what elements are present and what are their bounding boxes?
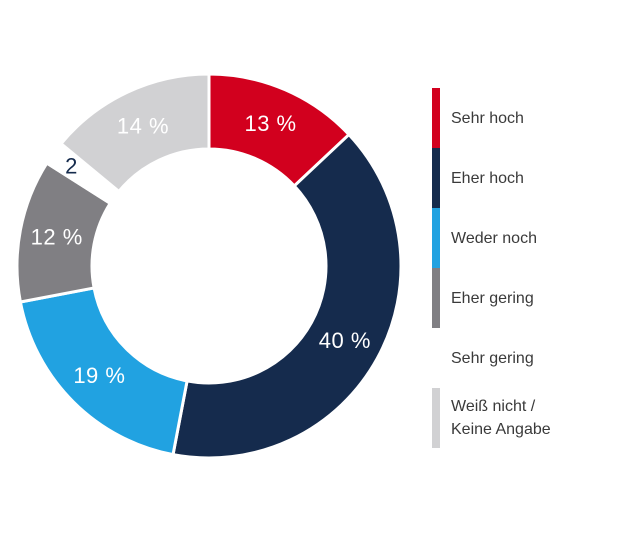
segment-value-label-1: 40 % bbox=[319, 328, 371, 353]
legend-swatch-eher-gering bbox=[432, 268, 440, 328]
legend-swatch-wei-nicht-keine-angabe bbox=[432, 388, 440, 448]
legend-label-sehr-gering: Sehr gering bbox=[451, 328, 534, 388]
donut-segment-wei-nicht-keine-angabe bbox=[58, 72, 211, 194]
legend-swatch-sehr-gering bbox=[432, 328, 440, 388]
legend-label-eher-gering: Eher gering bbox=[451, 268, 534, 328]
legend-label-line: Sehr gering bbox=[451, 349, 534, 367]
legend-label-line: Eher gering bbox=[451, 289, 534, 307]
segment-value-label-5: 14 % bbox=[117, 113, 169, 138]
segment-value-label-0: 13 % bbox=[244, 111, 296, 136]
donut-segment-eher-hoch bbox=[171, 132, 403, 460]
legend-label-line: Weder noch bbox=[451, 229, 537, 247]
legend-label-line: Keine Angabe bbox=[451, 421, 551, 438]
legend-label-line: Weiß nicht / bbox=[451, 398, 536, 415]
legend-label-line: Eher hoch bbox=[451, 169, 524, 187]
legend-swatch-eher-hoch bbox=[432, 148, 440, 208]
legend-label-eher-hoch: Eher hoch bbox=[451, 148, 524, 208]
legend-label-sehr-hoch: Sehr hoch bbox=[451, 88, 524, 148]
legend-swatch-sehr-hoch bbox=[432, 88, 440, 148]
segment-value-label-3: 12 % bbox=[31, 224, 83, 249]
segment-value-label-2: 19 % bbox=[73, 363, 125, 388]
legend-label-wei-nicht-keine-angabe: Weiß nicht / Keine Angabe bbox=[451, 388, 551, 448]
segment-value-label-4: 2 bbox=[65, 154, 78, 179]
legend-label-weder-noch: Weder noch bbox=[451, 208, 537, 268]
legend-swatch-weder-noch bbox=[432, 208, 440, 268]
legend-label-line: Sehr hoch bbox=[451, 109, 524, 127]
